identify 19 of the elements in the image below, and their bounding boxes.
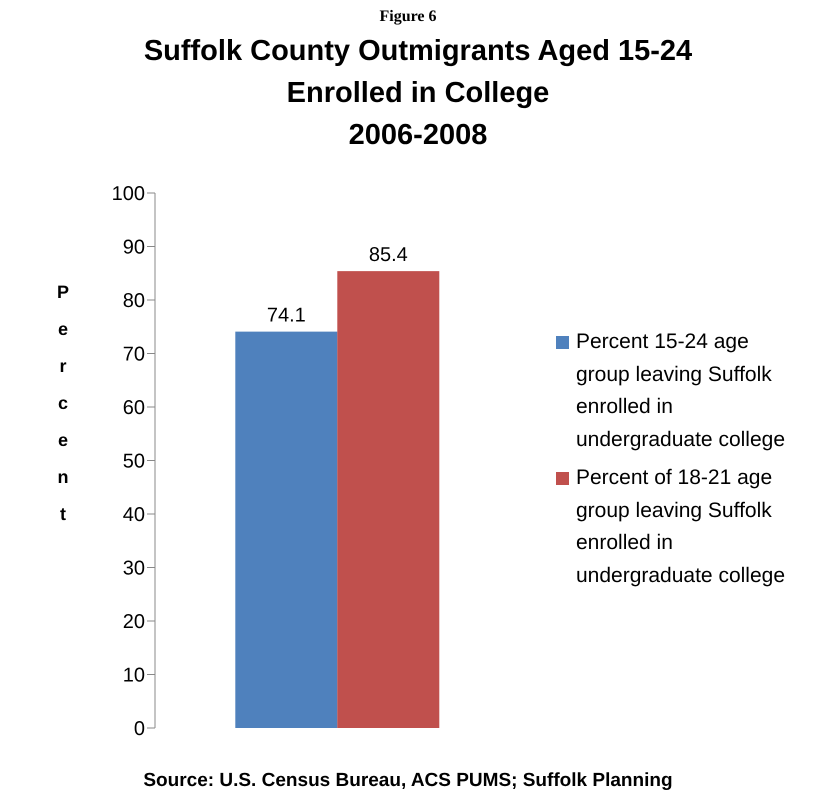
y-tick-label: 20 [122, 611, 145, 634]
y-tick-label: 100 [112, 183, 145, 206]
y-tick-label: 70 [122, 344, 145, 366]
y-tick-label: 80 [122, 290, 145, 312]
data-label: 74.1 [266, 304, 306, 327]
legend-label: Percent of 18-21 age group leaving Suffolk enrolled in undergraduate college [576, 465, 786, 588]
y-tick-label: 60 [122, 397, 145, 420]
y-tick-label: 0 [134, 718, 145, 740]
y-tick-label: 10 [122, 664, 145, 687]
y-tick-label: 90 [122, 236, 145, 259]
y-tick-label: 40 [122, 504, 145, 526]
source-note: Source: U.S. Census Bureau, ACS PUMS; Suffolk Planning [142, 770, 674, 791]
y-tick-label: 30 [122, 558, 145, 580]
caption: Figure 6 [378, 8, 438, 26]
chart-title: Suffolk County Outmigrants Aged 15-24 Enrolled in College 2006-2008 [142, 34, 694, 153]
legend-label: Percent 15-24 age group leaving Suffolk enrolled in undergraduate college [576, 329, 786, 452]
y-axis-title: Percent [56, 282, 70, 524]
y-tick-label: 50 [122, 450, 145, 473]
data-label: 85.4 [368, 244, 408, 266]
